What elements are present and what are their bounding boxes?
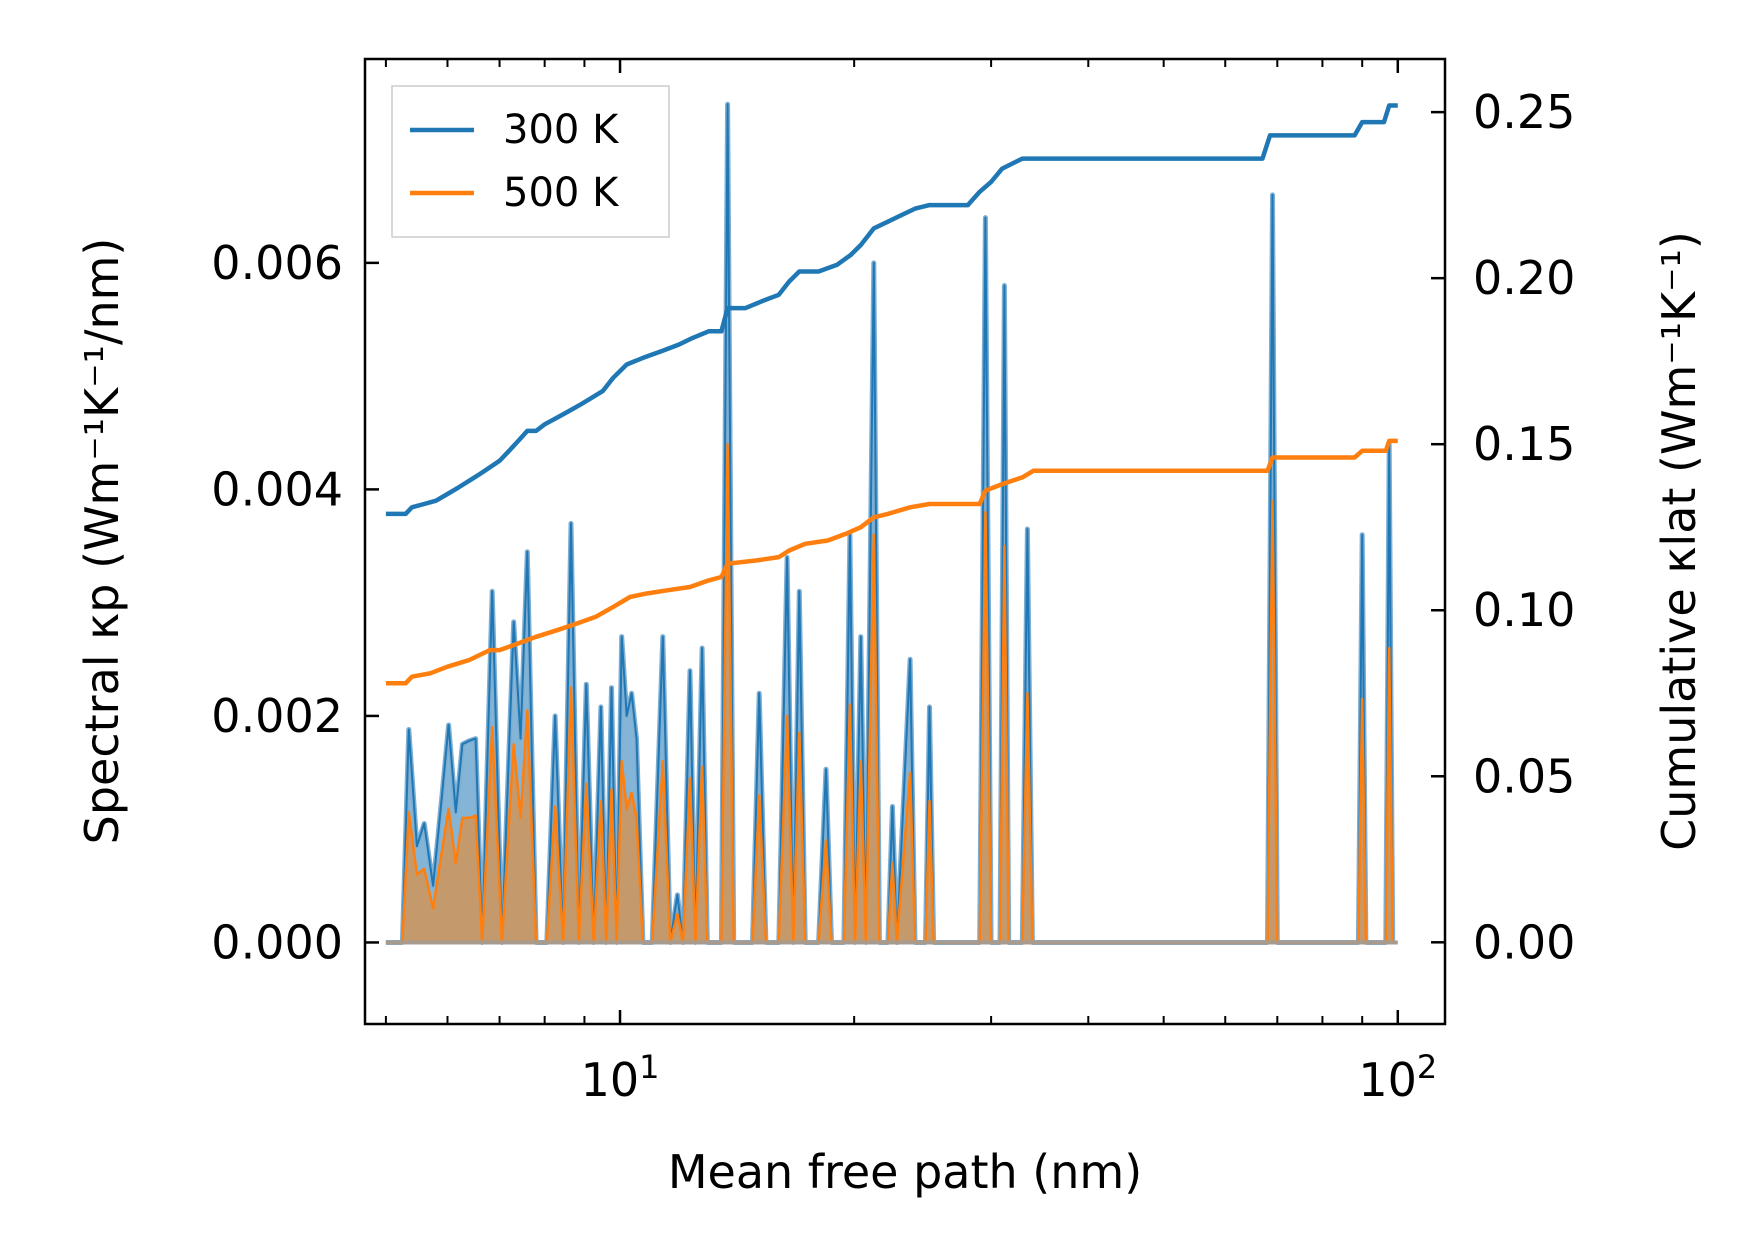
- y-left-tick-label: 0.006: [211, 236, 343, 290]
- y-left-tick-label: 0.004: [211, 462, 343, 516]
- y-right-tick-label: 0.25: [1473, 85, 1575, 139]
- y-right-tick-label: 0.10: [1473, 583, 1575, 637]
- legend-frame: [391, 85, 670, 238]
- legend-label-300k: 300 K: [503, 107, 620, 153]
- axis-ticks: 0.000 0.002 0.004 0.006 0.00 0.05 0.10 0.15 0.20…: [211, 59, 1575, 1107]
- x-axis-label: Mean free path (nm): [668, 1145, 1142, 1199]
- y-left-tick-label: 0.000: [211, 915, 343, 969]
- y-left-tick-label: 0.002: [211, 689, 343, 743]
- x-tick-label: 102: [1358, 1048, 1437, 1107]
- y-right-tick-label: 0.05: [1473, 749, 1575, 803]
- spectral-area-500k: [385, 444, 1393, 943]
- cumulative-line-300k: [385, 103, 1398, 517]
- y-axis-label-left: Spectral κp (Wm⁻¹K⁻¹/nm): [75, 238, 129, 845]
- legend: 300 K 500 K: [391, 85, 670, 238]
- y-right-tick-label: 0.00: [1473, 915, 1575, 969]
- y-right-tick-label: 0.15: [1473, 417, 1575, 471]
- legend-label-500k: 500 K: [503, 170, 620, 216]
- plot-frame: [363, 57, 1447, 1026]
- x-tick-label: 101: [581, 1048, 660, 1107]
- cumulative-line-500k: [385, 438, 1398, 686]
- y-axis-label-right: Cumulative κlat (Wm⁻¹K⁻¹): [1652, 231, 1706, 851]
- y-right-tick-label: 0.20: [1473, 251, 1575, 305]
- plot-area: [385, 101, 1398, 945]
